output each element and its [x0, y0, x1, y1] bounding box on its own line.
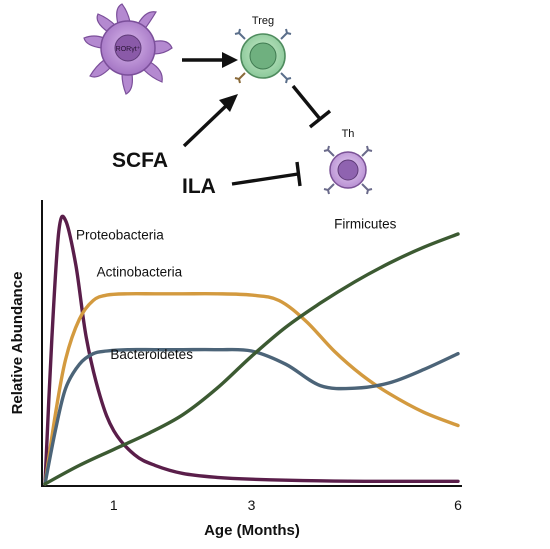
schematic: RORγt⁺ Treg Th [83, 3, 373, 198]
x-tick-layer: 1 3 6 [110, 497, 462, 513]
rorgt-label: RORγt⁺ [116, 46, 141, 53]
treg-inhibits-th-bar [308, 109, 332, 129]
series-label-layer: Proteobacteria Actinobacteria Bacteroidete… [76, 217, 397, 362]
ila-inhibits-th-bar [295, 161, 302, 187]
ila-label: ILA [182, 175, 216, 198]
series-line-actinobacteria [43, 292, 460, 486]
scfa-label: SCFA [112, 149, 168, 172]
rorgt-cell-icon: RORγt⁺ [83, 3, 173, 95]
treg-cell-icon [234, 28, 292, 84]
series-label-proteobacteria: Proteobacteria [76, 227, 164, 242]
ila-inhibits-th [231, 172, 299, 186]
series-label-firmicutes: Firmicutes [334, 217, 397, 232]
scfa-to-treg-arrowhead [219, 94, 238, 112]
series-line-proteobacteria [43, 214, 460, 486]
x-axis-title: Age (Months) [204, 522, 300, 539]
series-line-firmicutes [43, 232, 460, 486]
x-tick-label-6: 6 [454, 497, 462, 513]
treg-inhibits-th [291, 84, 322, 121]
th-cell-icon [323, 145, 373, 195]
th-label: Th [342, 128, 355, 140]
series-label-bacteroidetes: Bacteroidetes [110, 347, 193, 362]
x-tick-label-1: 1 [110, 497, 118, 513]
abundance-chart: 1 3 6 Proteobacteria Actinobacteria Bacteroi… [9, 200, 462, 539]
series-line-bacteroidetes [43, 347, 460, 486]
series-label-actinobacteria: Actinobacteria [97, 265, 183, 280]
y-axis-title: Relative Abundance [9, 272, 26, 415]
series-layer [43, 214, 460, 486]
scfa-to-treg-arrow [182, 102, 230, 148]
rorgt-to-treg-arrowhead [222, 52, 238, 68]
treg-label: Treg [252, 15, 274, 27]
x-tick-label-3: 3 [248, 497, 256, 513]
